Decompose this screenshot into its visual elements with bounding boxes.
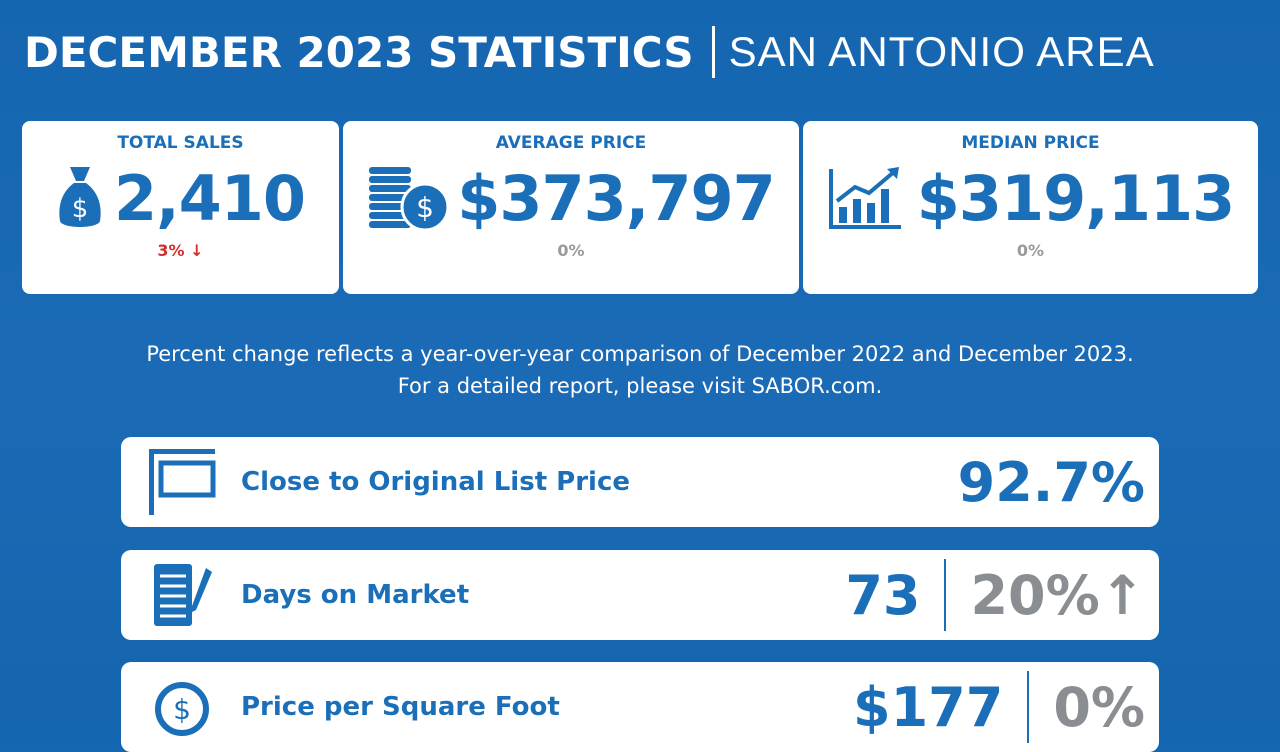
metric-close-to-list: Close to Original List Price 92.7% bbox=[121, 437, 1159, 527]
metric-change: 0% bbox=[1053, 675, 1145, 739]
metric-value: $177 bbox=[853, 675, 1004, 739]
card-median-price: MEDIAN PRICE $319,113 0% bbox=[803, 121, 1258, 294]
metric-change: 20% ↑ bbox=[970, 564, 1145, 627]
card-change: 3% ↓ bbox=[22, 241, 339, 260]
refresh-dollar-icon: $ bbox=[155, 682, 209, 736]
change-value: 20% bbox=[970, 563, 1100, 627]
metric-label: Days on Market bbox=[241, 580, 470, 610]
metric-days-on-market: Days on Market 73 20% ↑ bbox=[121, 550, 1159, 640]
metric-label: Price per Square Foot bbox=[241, 692, 560, 722]
card-label: TOTAL SALES bbox=[117, 133, 244, 153]
card-value: $373,797 bbox=[457, 161, 776, 235]
card-value: $319,113 bbox=[916, 161, 1236, 235]
card-change: 0% bbox=[1016, 241, 1045, 260]
note-line-2: For a detailed report, please visit SABO… bbox=[397, 374, 883, 398]
divider bbox=[944, 559, 947, 631]
title-divider bbox=[711, 26, 715, 78]
card-total-sales: TOTAL SALES $ 2,410 3% ↓ bbox=[22, 121, 339, 294]
notepad-icon bbox=[154, 564, 212, 626]
metric-label: Close to Original List Price bbox=[241, 467, 631, 497]
card-label: AVERAGE PRICE bbox=[495, 133, 647, 153]
metric-price-per-sqft: $ Price per Square Foot $177 0% bbox=[121, 662, 1159, 752]
metric-value: 73 bbox=[845, 563, 921, 627]
bar-chart-up-icon bbox=[828, 167, 901, 229]
note-line-1: Percent change reflects a year-over-year… bbox=[146, 342, 1134, 366]
arrow-down-icon: ↓ bbox=[184, 241, 204, 260]
money-bag-icon: $ bbox=[59, 167, 101, 227]
title-main: DECEMBER 2023 STATISTICS bbox=[24, 27, 694, 77]
arrow-up-icon: ↑ bbox=[1099, 563, 1145, 627]
card-change: 0% bbox=[557, 241, 585, 260]
comparison-note: Percent change reflects a year-over-year… bbox=[0, 338, 1280, 402]
coin-stack-icon: $ bbox=[369, 167, 450, 231]
metric-value: 92.7% bbox=[957, 450, 1145, 514]
page-title: DECEMBER 2023 STATISTICS SAN ANTONIO ARE… bbox=[24, 24, 1155, 80]
svg-text:$: $ bbox=[72, 194, 89, 224]
svg-text:$: $ bbox=[416, 191, 434, 224]
card-value: 2,410 bbox=[113, 161, 306, 235]
svg-text:$: $ bbox=[173, 693, 191, 726]
divider bbox=[1027, 671, 1030, 743]
card-average-price: AVERAGE PRICE $ $373,797 0% bbox=[343, 121, 799, 294]
title-area: SAN ANTONIO AREA bbox=[728, 28, 1155, 75]
change-value: 3% bbox=[157, 241, 185, 260]
sign-icon bbox=[149, 449, 216, 515]
card-label: MEDIAN PRICE bbox=[961, 133, 1100, 153]
